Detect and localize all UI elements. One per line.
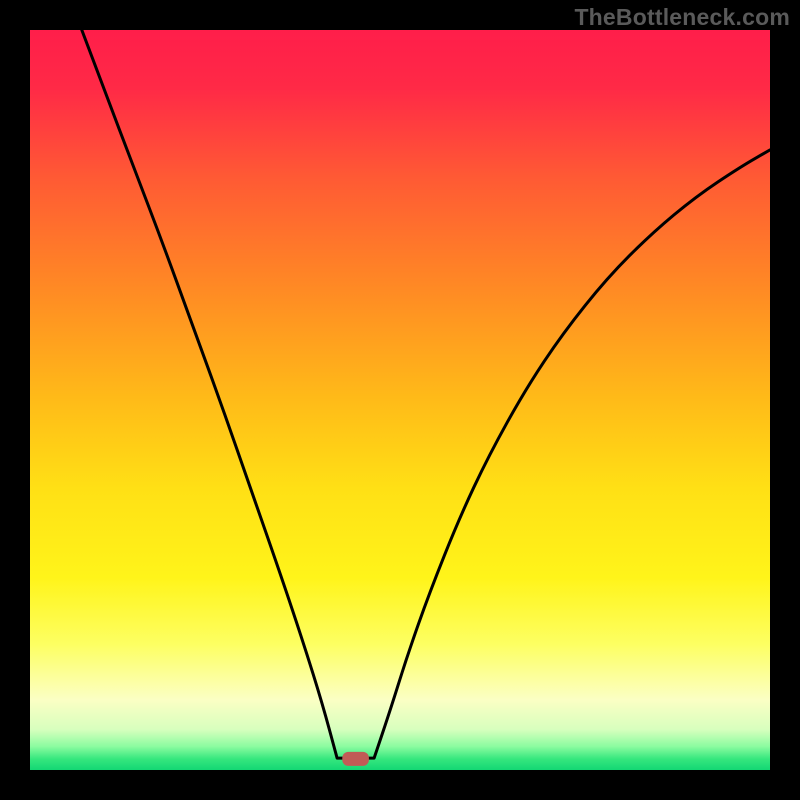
chart-frame: TheBottleneck.com — [0, 0, 800, 800]
optimal-point-marker — [342, 752, 369, 766]
bottleneck-chart — [0, 0, 800, 800]
plot-area — [30, 30, 770, 770]
watermark-text: TheBottleneck.com — [574, 4, 790, 31]
gradient-background — [30, 30, 770, 770]
